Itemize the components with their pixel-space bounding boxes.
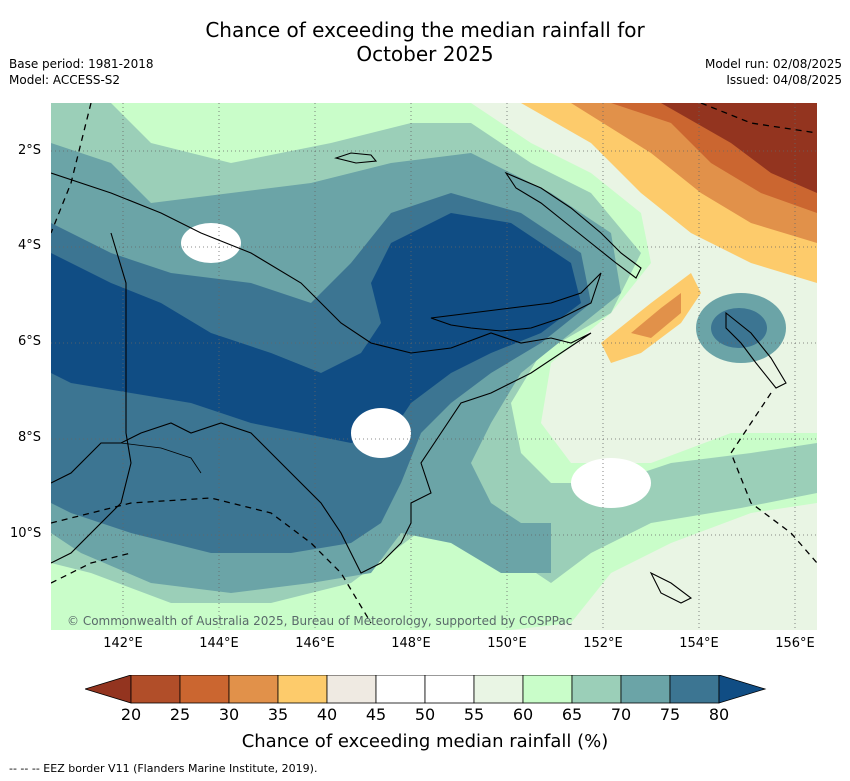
copyright-text: © Commonwealth of Australia 2025, Bureau… (67, 614, 572, 628)
colorbar-cell (669, 675, 720, 704)
eez-footnote: -- -- -- EEZ border V11 (Flanders Marine… (9, 762, 318, 775)
colorbar-extend-low (85, 675, 132, 704)
contour-white-patch-3 (181, 223, 241, 263)
bougainville-coast (725, 311, 787, 389)
colorbar-tick-30: 30 (218, 705, 240, 724)
colorbar-cell (522, 675, 573, 704)
colorbar-tick-20: 20 (120, 705, 142, 724)
new-guinea-coast (51, 172, 592, 574)
meta-left: Base period: 1981-2018 Model: ACCESS-S2 (9, 56, 154, 88)
coastlines (51, 152, 787, 604)
lat-label-10s: 10°S (10, 526, 42, 541)
lon-label-148e: 148°E (391, 636, 431, 651)
colorbar (85, 675, 767, 704)
colorbar-label: Chance of exceeding median rainfall (%) (241, 731, 609, 752)
lon-label-146e: 146°E (295, 636, 335, 651)
colorbar-tick-35: 35 (267, 705, 289, 724)
colorbar-tick-75: 75 (659, 705, 681, 724)
contour-white-patch-2 (571, 458, 651, 508)
colorbar-cell (130, 675, 181, 704)
colorbar-cell (473, 675, 524, 704)
colorbar-cell (620, 675, 671, 704)
model-name: Model: ACCESS-S2 (9, 73, 121, 87)
colorbar-cell (375, 675, 426, 704)
lon-label-150e: 150°E (487, 636, 527, 651)
colorbar-cell (571, 675, 622, 704)
colorbar-cell (424, 675, 475, 704)
lon-label-154e: 154°E (679, 636, 719, 651)
colorbar-tick-40: 40 (316, 705, 338, 724)
lon-label-156e: 156°E (775, 636, 815, 651)
colorbar-cell (228, 675, 279, 704)
lat-label-8s: 8°S (18, 430, 42, 445)
colorbar-tick-45: 45 (365, 705, 387, 724)
rainfall-map: © Commonwealth of Australia 2025, Bureau… (51, 103, 817, 630)
colorbar-tick-70: 70 (610, 705, 632, 724)
louisiade-islands (649, 571, 693, 604)
meta-right: Model run: 02/08/2025 Issued: 04/08/2025 (705, 56, 842, 88)
colorbar-tick-55: 55 (463, 705, 485, 724)
colorbar-tick-50: 50 (414, 705, 436, 724)
contour-80-plus (51, 213, 581, 443)
new-ireland-coast (504, 171, 642, 279)
colorbar-cell (326, 675, 377, 704)
lat-label-6s: 6°S (18, 334, 42, 349)
contour-blue-spot-inner (711, 308, 767, 348)
colorbar-tick-80: 80 (708, 705, 730, 724)
colorbar-extend-high (718, 675, 767, 704)
map-svg: © Commonwealth of Australia 2025, Bureau… (51, 103, 817, 630)
lon-label-142e: 142°E (103, 636, 143, 651)
contour-20-25-top (661, 103, 817, 193)
colorbar-tick-60: 60 (512, 705, 534, 724)
lat-label-4s: 4°S (18, 238, 42, 253)
colorbar-tick-25: 25 (169, 705, 191, 724)
colorbar-tick-65: 65 (561, 705, 583, 724)
colorbar-cell (277, 675, 328, 704)
lat-label-2s: 2°S (18, 143, 42, 158)
colorbar-cell (179, 675, 230, 704)
lon-label-152e: 152°E (583, 636, 623, 651)
contour-white-patch-1 (351, 408, 411, 458)
chart-title: Chance of exceeding the median rainfall … (0, 18, 850, 66)
fly-river (120, 442, 202, 474)
manus-coast (334, 152, 378, 164)
base-period: Base period: 1981-2018 (9, 57, 154, 71)
new-britain-coast (430, 272, 602, 332)
contour-30-35-patch (631, 293, 681, 338)
eez-borders (51, 103, 817, 624)
issued-date: Issued: 04/08/2025 (726, 73, 842, 87)
png-border (51, 232, 132, 564)
title-line-2: October 2025 (356, 42, 494, 66)
lon-label-144e: 144°E (199, 636, 239, 651)
title-line-1: Chance of exceeding the median rainfall … (205, 18, 645, 42)
model-run: Model run: 02/08/2025 (704, 57, 842, 71)
